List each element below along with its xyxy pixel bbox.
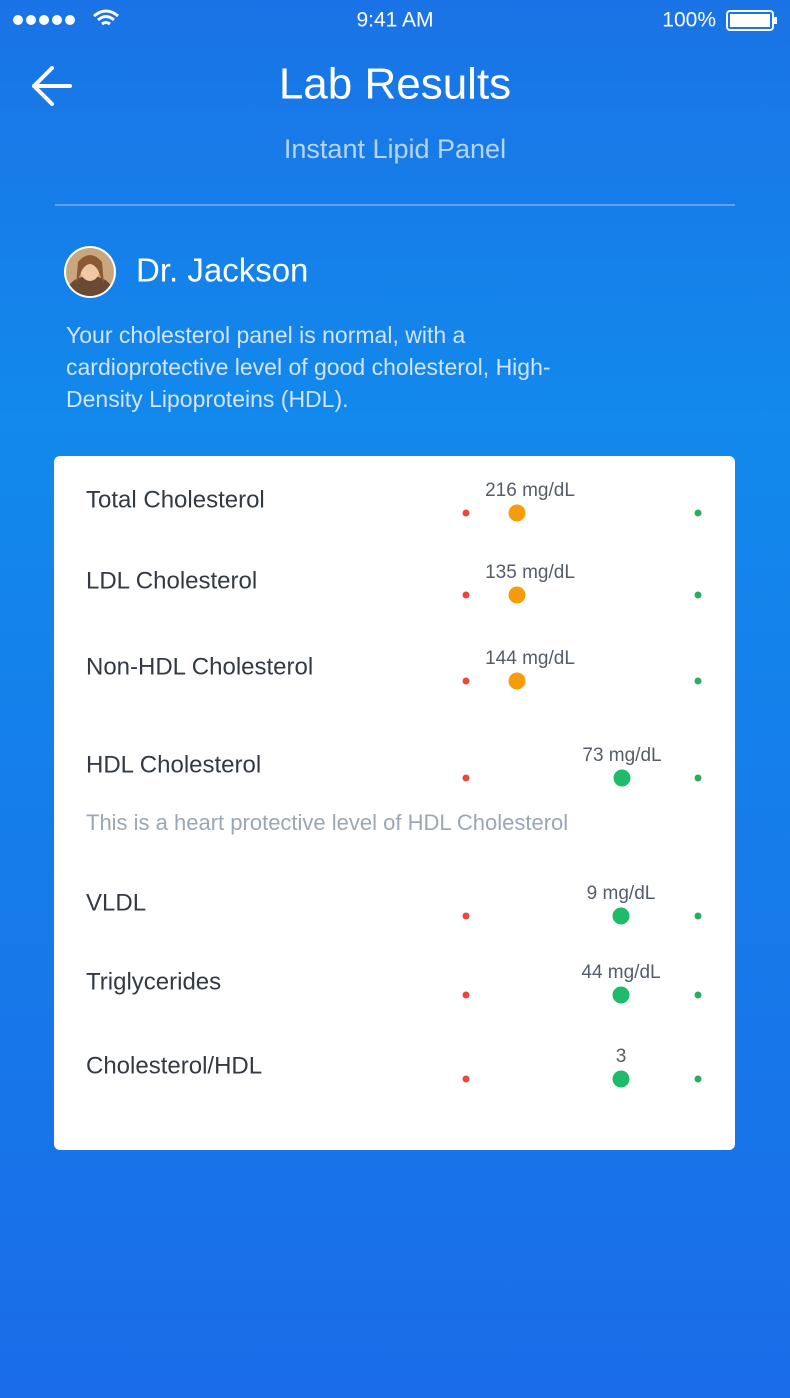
range-high-end xyxy=(694,591,702,599)
signal xyxy=(13,15,75,25)
results-list: Total Cholesterol 216 mg/dL LDL Cholestero… xyxy=(86,480,702,1088)
result-name: LDL Cholesterol xyxy=(86,567,257,594)
range-high-end xyxy=(694,677,702,685)
range-marker xyxy=(508,504,526,522)
result-value: 216 mg/dL xyxy=(485,480,575,501)
range-low-end xyxy=(462,591,470,599)
range-low-end xyxy=(462,774,470,782)
range-low-end xyxy=(462,1075,470,1083)
subtitle: Instant Lipid Panel xyxy=(284,134,506,164)
range-low-end xyxy=(462,509,470,517)
range-high-end xyxy=(694,1075,702,1083)
battery-level xyxy=(730,14,770,27)
result-name: VLDL xyxy=(86,889,146,916)
range-low-end xyxy=(462,677,470,685)
result-value: 3 xyxy=(616,1046,627,1067)
range-high-end xyxy=(694,912,702,920)
message-line: Your cholesterol panel is normal, with a xyxy=(66,322,466,348)
result-value: 9 mg/dL xyxy=(587,883,656,904)
result-value: 73 mg/dL xyxy=(582,745,661,766)
range-marker xyxy=(612,1070,630,1088)
result-value: 135 mg/dL xyxy=(485,562,575,583)
range-marker xyxy=(612,907,630,925)
avatar xyxy=(66,248,114,296)
battery-icon xyxy=(726,10,774,31)
range-high-end xyxy=(694,991,702,999)
result-name: Cholesterol/HDL xyxy=(86,1052,262,1079)
wifi-icon xyxy=(93,9,119,26)
doctor-message: Your cholesterol panel is normal, with a… xyxy=(66,322,551,412)
title: Lab Results xyxy=(279,60,511,109)
range-high-end xyxy=(694,509,702,517)
note: This is a heart protective level of HDL … xyxy=(86,810,568,835)
message-line: cardioprotective level of good cholester… xyxy=(66,354,551,380)
battery-text: 100% xyxy=(662,9,716,32)
message-line: Density Lipoproteins (HDL). xyxy=(66,386,349,412)
range-marker xyxy=(613,769,631,787)
result-value: 144 mg/dL xyxy=(485,648,575,669)
result-name: HDL Cholesterol xyxy=(86,751,261,778)
doctor-name: Dr. Jackson xyxy=(136,252,308,289)
results-card xyxy=(54,456,735,1150)
range-low-end xyxy=(462,991,470,999)
battery-tip xyxy=(774,17,777,24)
result-name: Triglycerides xyxy=(86,968,221,995)
back-button[interactable] xyxy=(32,66,72,106)
time: 9:41 AM xyxy=(356,9,433,32)
range-low-end xyxy=(462,912,470,920)
range-marker xyxy=(508,672,526,690)
range-marker xyxy=(508,586,526,604)
result-value: 44 mg/dL xyxy=(581,962,660,983)
range-marker xyxy=(612,986,630,1004)
range-high-end xyxy=(694,774,702,782)
result-name: Non-HDL Cholesterol xyxy=(86,653,313,680)
result-name: Total Cholesterol xyxy=(86,486,265,513)
